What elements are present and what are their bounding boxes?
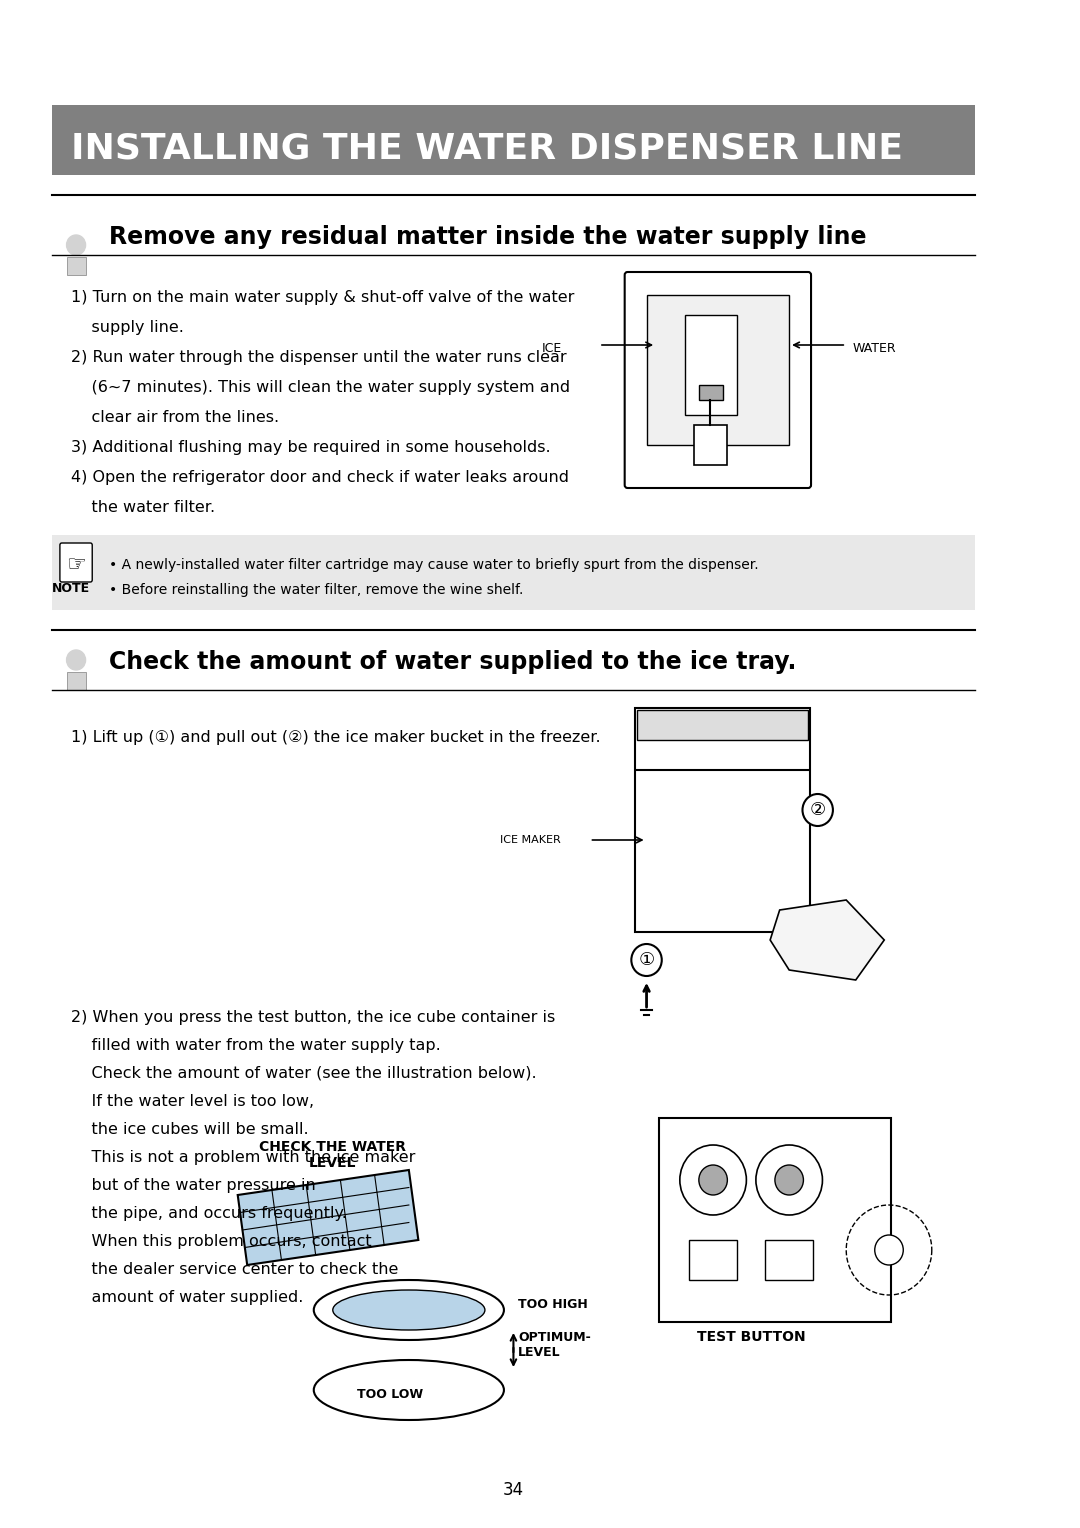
Text: supply line.: supply line. <box>71 319 185 335</box>
Text: TOO HIGH: TOO HIGH <box>518 1299 588 1311</box>
Text: If the water level is too low,: If the water level is too low, <box>71 1094 314 1109</box>
Text: ②: ② <box>810 801 826 819</box>
FancyBboxPatch shape <box>67 257 85 275</box>
Text: NOTE: NOTE <box>52 582 91 594</box>
Text: INSTALLING THE WATER DISPENSER LINE: INSTALLING THE WATER DISPENSER LINE <box>71 131 903 165</box>
Text: Remove any residual matter inside the water supply line: Remove any residual matter inside the wa… <box>109 225 867 249</box>
Text: When this problem occurs, contact: When this problem occurs, contact <box>71 1235 372 1248</box>
FancyBboxPatch shape <box>52 535 974 610</box>
Text: WATER: WATER <box>853 341 896 354</box>
Text: ICE: ICE <box>541 341 562 354</box>
Text: ①: ① <box>638 950 654 969</box>
Text: 1) Lift up (①) and pull out (②) the ice maker bucket in the freezer.: 1) Lift up (①) and pull out (②) the ice … <box>71 730 600 746</box>
Text: filled with water from the water supply tap.: filled with water from the water supply … <box>71 1038 441 1053</box>
Text: 2) Run water through the dispenser until the water runs clear: 2) Run water through the dispenser until… <box>71 350 567 365</box>
Circle shape <box>67 649 85 669</box>
FancyBboxPatch shape <box>766 1241 813 1280</box>
Circle shape <box>699 1164 727 1195</box>
Text: • Before reinstalling the water filter, remove the wine shelf.: • Before reinstalling the water filter, … <box>109 584 524 597</box>
Ellipse shape <box>314 1360 504 1420</box>
Text: clear air from the lines.: clear air from the lines. <box>71 410 280 425</box>
Text: amount of water supplied.: amount of water supplied. <box>71 1290 303 1305</box>
FancyBboxPatch shape <box>67 672 85 691</box>
Text: 34: 34 <box>503 1481 524 1499</box>
Ellipse shape <box>333 1290 485 1329</box>
Text: Check the amount of water supplied to the ice tray.: Check the amount of water supplied to th… <box>109 649 797 674</box>
Text: Check the amount of water (see the illustration below).: Check the amount of water (see the illus… <box>71 1067 537 1080</box>
Text: the dealer service center to check the: the dealer service center to check the <box>71 1262 399 1277</box>
FancyBboxPatch shape <box>689 1241 737 1280</box>
Text: TOO LOW: TOO LOW <box>356 1389 423 1401</box>
Text: TEST BUTTON: TEST BUTTON <box>697 1329 806 1345</box>
Text: the ice cubes will be small.: the ice cubes will be small. <box>71 1122 309 1137</box>
FancyBboxPatch shape <box>699 385 723 400</box>
FancyBboxPatch shape <box>59 542 92 582</box>
Text: CHECK THE WATER
LEVEL: CHECK THE WATER LEVEL <box>259 1140 406 1170</box>
Text: 2) When you press the test button, the ice cube container is: 2) When you press the test button, the i… <box>71 1010 555 1025</box>
FancyBboxPatch shape <box>647 295 789 445</box>
Circle shape <box>775 1164 804 1195</box>
Text: but of the water pressure in: but of the water pressure in <box>71 1178 316 1193</box>
Circle shape <box>679 1144 746 1215</box>
Circle shape <box>756 1144 823 1215</box>
Text: • A newly-installed water filter cartridge may cause water to briefly spurt from: • A newly-installed water filter cartrid… <box>109 558 759 571</box>
Text: (6~7 minutes). This will clean the water supply system and: (6~7 minutes). This will clean the water… <box>71 380 570 396</box>
Text: 4) Open the refrigerator door and check if water leaks around: 4) Open the refrigerator door and check … <box>71 471 569 484</box>
Text: OPTIMUM-
LEVEL: OPTIMUM- LEVEL <box>518 1331 591 1358</box>
Text: ☞: ☞ <box>67 555 86 575</box>
Circle shape <box>632 944 662 976</box>
Text: 3) Additional flushing may be required in some households.: 3) Additional flushing may be required i… <box>71 440 551 455</box>
FancyBboxPatch shape <box>685 315 737 416</box>
FancyBboxPatch shape <box>52 105 974 176</box>
FancyBboxPatch shape <box>635 707 810 932</box>
Text: This is not a problem with the ice maker: This is not a problem with the ice maker <box>71 1151 416 1164</box>
Circle shape <box>875 1235 903 1265</box>
FancyBboxPatch shape <box>694 425 727 465</box>
FancyBboxPatch shape <box>659 1118 891 1322</box>
Polygon shape <box>770 900 885 979</box>
Text: the water filter.: the water filter. <box>71 500 215 515</box>
Circle shape <box>802 795 833 827</box>
Circle shape <box>67 235 85 255</box>
Text: 1) Turn on the main water supply & shut-off valve of the water: 1) Turn on the main water supply & shut-… <box>71 290 575 306</box>
Text: ICE MAKER: ICE MAKER <box>500 834 561 845</box>
Text: the pipe, and occurs frequently.: the pipe, and occurs frequently. <box>71 1206 347 1221</box>
FancyBboxPatch shape <box>637 711 808 740</box>
FancyBboxPatch shape <box>624 272 811 487</box>
Polygon shape <box>238 1170 418 1265</box>
Ellipse shape <box>314 1280 504 1340</box>
